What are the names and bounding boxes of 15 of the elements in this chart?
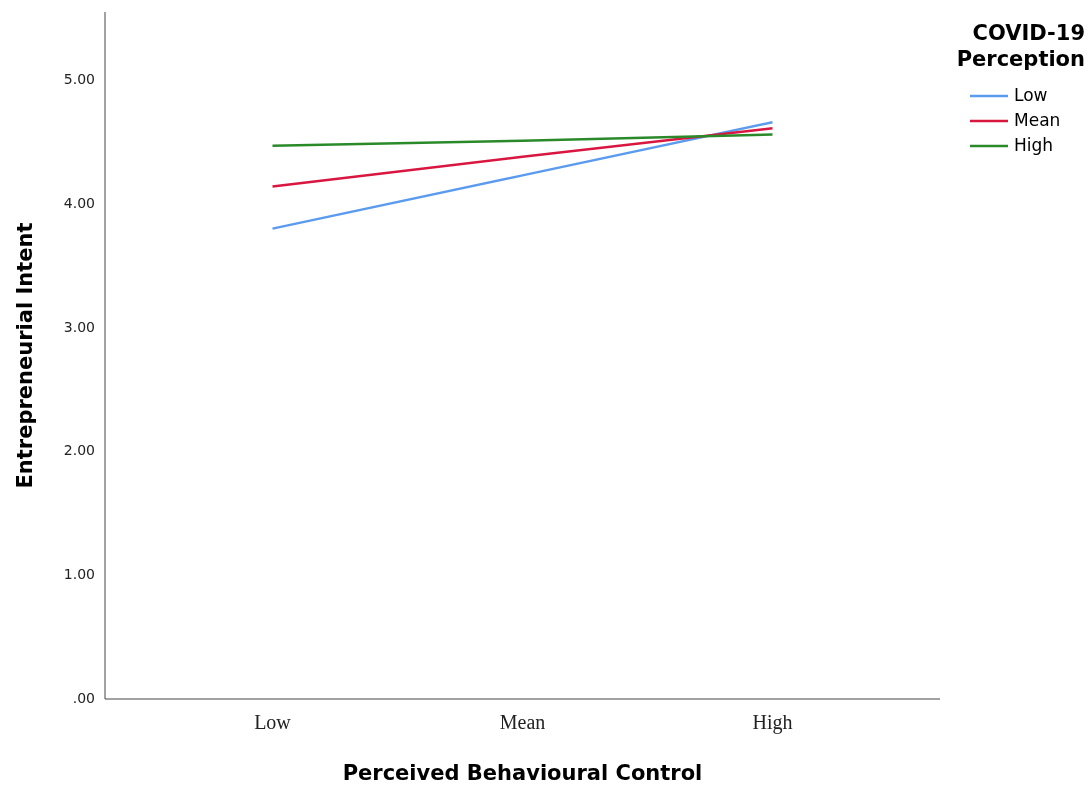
- x-axis-title: Perceived Behavioural Control: [342, 761, 703, 785]
- legend-label: Mean: [1014, 110, 1061, 130]
- x-tick-label: Mean: [499, 711, 546, 733]
- y-tick-label: 4.00: [63, 194, 95, 211]
- y-tick-label: 5.00: [63, 71, 95, 88]
- x-tick-label: High: [752, 711, 793, 734]
- y-tick-label: 1.00: [63, 566, 95, 583]
- legend-title: COVID-19 Perception: [956, 21, 1085, 71]
- y-tick-label: .00: [72, 690, 95, 706]
- y-tick-label: 2.00: [63, 442, 95, 459]
- x-tick-label: Low: [254, 711, 292, 733]
- legend-label: Low: [1014, 85, 1048, 105]
- y-axis-title: Entrepreneurial Intent: [13, 222, 37, 489]
- legend-label: High: [1014, 135, 1054, 155]
- y-tick-label: 3.00: [63, 318, 95, 335]
